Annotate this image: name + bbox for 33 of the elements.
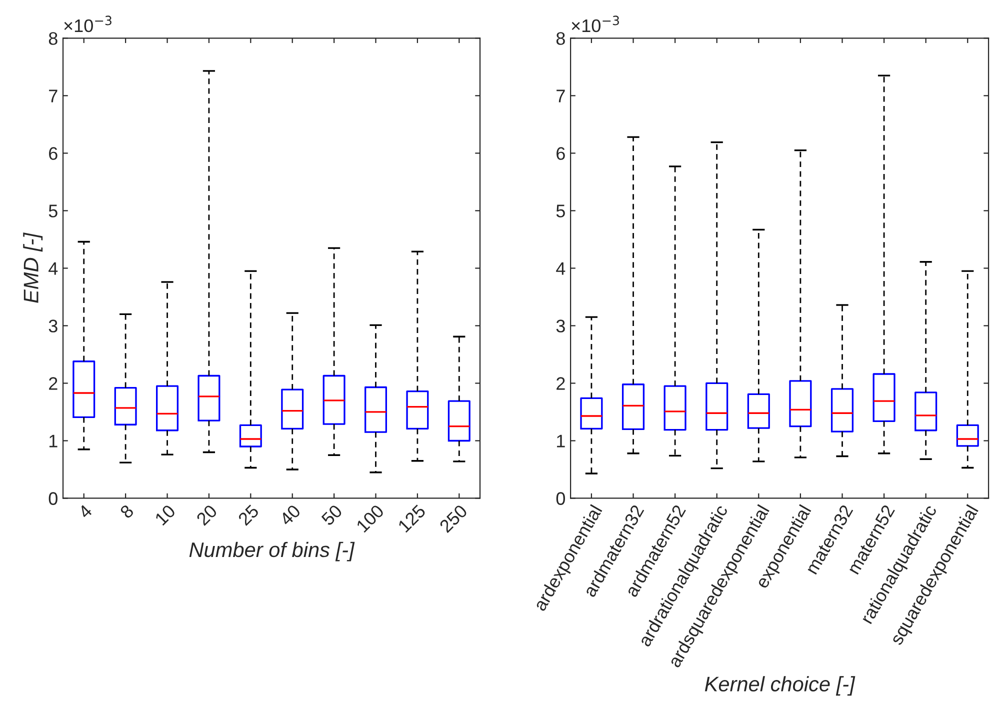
y-tick-label: 2 — [556, 377, 565, 390]
x-tick-label: 10 — [154, 504, 176, 526]
x-axis-title: Number of bins [-] — [189, 542, 355, 562]
x-tick-label: 125 — [397, 504, 426, 533]
y-tick-label: 0 — [48, 492, 58, 505]
y-tick-label: 6 — [556, 147, 565, 160]
x-tick-label: 25 — [237, 504, 260, 526]
y-tick-label: 4 — [556, 262, 566, 275]
text: ×10$^{−3}$ — [64, 16, 112, 32]
x-tick-label: 100 — [356, 504, 385, 533]
y-tick-label: 5 — [48, 204, 58, 218]
y-tick-label: 1 — [557, 434, 565, 448]
x-tick-label: 20 — [196, 504, 218, 526]
y-tick-label: 4 — [48, 262, 58, 275]
x-tick-label: 8 — [119, 504, 134, 520]
y-tick-label: 3 — [556, 320, 565, 332]
y-tick-label: 6 — [49, 147, 58, 160]
x-tick-label: 40 — [278, 504, 302, 526]
text: ×10$^{−3}$ — [572, 16, 619, 32]
y-axis-title: EMD [-] — [23, 232, 43, 303]
y-tick-label: 5 — [556, 204, 565, 218]
y-tick-label: 2 — [49, 377, 58, 390]
x-axis-title: Kernel choice [-] — [704, 676, 856, 696]
y-tick-label: 3 — [48, 320, 58, 332]
y-tick-label: 7 — [556, 90, 565, 102]
x-tick-label: 250 — [438, 504, 468, 534]
y-tick-label: 0 — [556, 492, 565, 505]
y-tick-label: 1 — [49, 434, 58, 448]
x-tick-label: 4 — [78, 504, 93, 520]
y-tick-label: 8 — [48, 32, 58, 45]
y-tick-label: 7 — [49, 90, 58, 102]
y-tick-label: 8 — [556, 32, 565, 45]
x-tick-label: 50 — [320, 504, 343, 526]
